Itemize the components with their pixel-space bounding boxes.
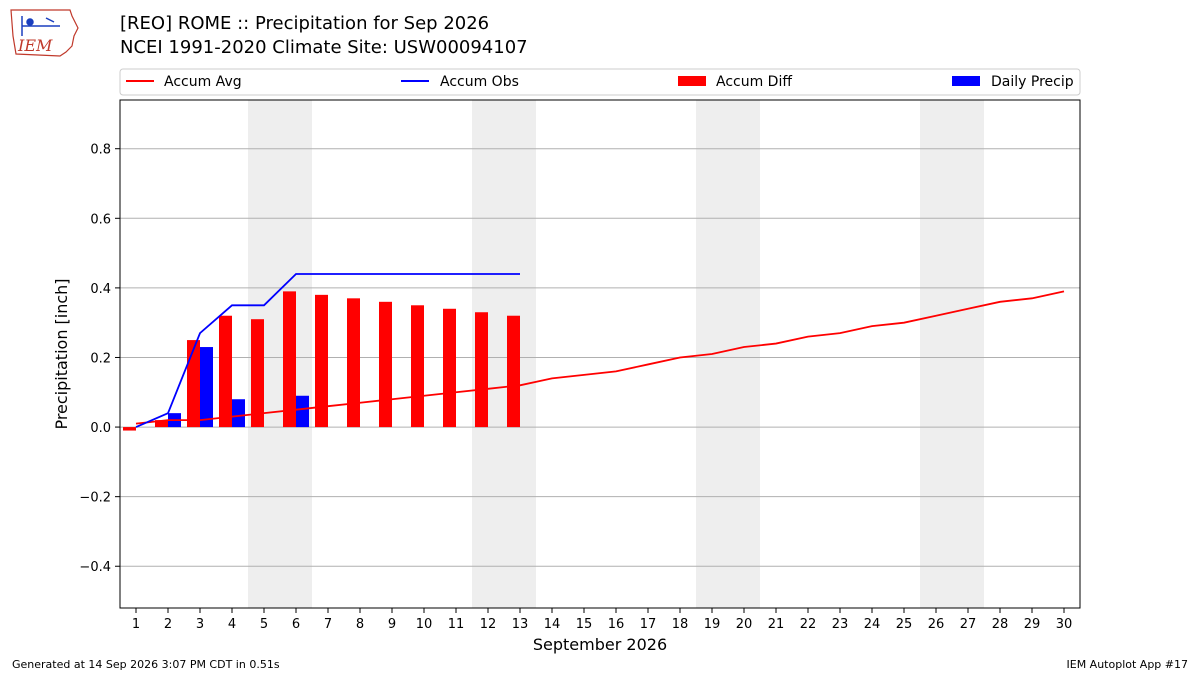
x-tick-label: 1 (132, 617, 140, 632)
y-gridlines (120, 148, 1080, 567)
x-tick-label: 19 (704, 617, 721, 632)
x-tick-label: 3 (196, 617, 204, 632)
accum-diff-bar (379, 301, 392, 428)
state-outline-icon (10, 9, 79, 57)
x-tick-label: 12 (480, 617, 497, 632)
x-tick-label: 9 (388, 617, 396, 632)
x-tick-label: 10 (416, 617, 433, 632)
x-tick-label: 24 (864, 617, 881, 632)
x-tick-label: 13 (512, 617, 529, 632)
y-tick-label: 0.8 (90, 143, 111, 158)
x-axis-label: September 2026 (533, 635, 667, 654)
accum-diff-bar (187, 340, 200, 428)
x-tick-label: 4 (228, 617, 236, 632)
x-tick-label: 5 (260, 617, 268, 632)
accum-diff-bar (443, 308, 456, 428)
accum-diff-bar (315, 294, 328, 428)
x-tick-label: 8 (356, 617, 364, 632)
accum-diff-bar (347, 298, 360, 428)
logo-text: IEM (17, 36, 53, 55)
legend-swatch-box (952, 76, 980, 86)
x-tick-label: 30 (1056, 617, 1073, 632)
legend-label: Accum Diff (716, 74, 792, 90)
x-tick-label: 29 (1024, 617, 1041, 632)
accum-diff-bar (507, 315, 520, 428)
legend-frame (119, 68, 1081, 96)
accum-diff-bar (251, 319, 264, 428)
accum-obs-line (135, 273, 520, 428)
y-tick-label: 0.6 (90, 212, 111, 227)
y-tick-label: 0.2 (90, 351, 111, 366)
legend: Accum Avg Accum Obs Accum Diff Daily Precip (119, 68, 1081, 96)
y-axis: −0.4 −0.2 0.0 0.2 0.4 0.6 0.8 (79, 143, 120, 575)
x-tick-label: 27 (960, 617, 977, 632)
x-axis: 1 2 3 4 5 6 7 8 9 10 11 12 13 14 15 16 17 18 19 20 21 22 23 24 2… (132, 608, 1072, 632)
legend-label: Accum Avg (164, 74, 242, 90)
accum-diff-bar (219, 315, 232, 428)
x-tick-label: 18 (672, 617, 689, 632)
x-tick-label: 25 (896, 617, 913, 632)
y-axis-label: Precipitation [inch] (52, 278, 71, 429)
x-tick-label: 23 (832, 617, 849, 632)
daily-precip-bar (200, 347, 213, 428)
legend-swatch-box (678, 76, 706, 86)
footer-generated: Generated at 14 Sep 2026 3:07 PM CDT in … (12, 658, 280, 671)
y-tick-label: −0.4 (79, 560, 111, 575)
x-tick-label: 22 (800, 617, 817, 632)
x-tick-label: 15 (576, 617, 593, 632)
legend-label: Accum Obs (440, 74, 519, 90)
accum-diff-bar (123, 427, 136, 431)
x-tick-label: 20 (736, 617, 753, 632)
bars (123, 291, 520, 431)
x-tick-label: 21 (768, 617, 785, 632)
chart-subtitle: NCEI 1991-2020 Climate Site: USW00094107 (120, 37, 528, 58)
x-tick-label: 17 (640, 617, 657, 632)
x-tick-label: 11 (448, 617, 465, 632)
accum-diff-bar (155, 420, 168, 428)
y-tick-label: −0.2 (79, 491, 111, 506)
x-tick-label: 28 (992, 617, 1009, 632)
plot-frame (119, 99, 1081, 609)
accum-diff-bar (411, 305, 424, 428)
legend-label: Daily Precip (991, 74, 1074, 90)
x-tick-label: 26 (928, 617, 945, 632)
x-tick-label: 16 (608, 617, 625, 632)
y-tick-label: 0.0 (90, 421, 111, 436)
footer-app: IEM Autoplot App #17 (1066, 658, 1189, 671)
daily-precip-bar (296, 395, 309, 428)
lines (135, 273, 1065, 428)
x-tick-label: 7 (324, 617, 332, 632)
accum-avg-line (135, 290, 1065, 425)
weather-station-icon (21, 16, 60, 36)
x-tick-label: 14 (544, 617, 561, 632)
chart-title: [REO] ROME :: Precipitation for Sep 2026 (120, 13, 490, 34)
daily-precip-bar (232, 399, 245, 428)
y-tick-label: 0.4 (90, 282, 111, 297)
x-tick-label: 6 (292, 617, 300, 632)
accum-diff-bar (475, 312, 488, 428)
accum-diff-bar (283, 291, 296, 428)
x-tick-label: 2 (164, 617, 172, 632)
weekend-band (920, 100, 984, 608)
iem-logo: IEM (10, 9, 79, 57)
